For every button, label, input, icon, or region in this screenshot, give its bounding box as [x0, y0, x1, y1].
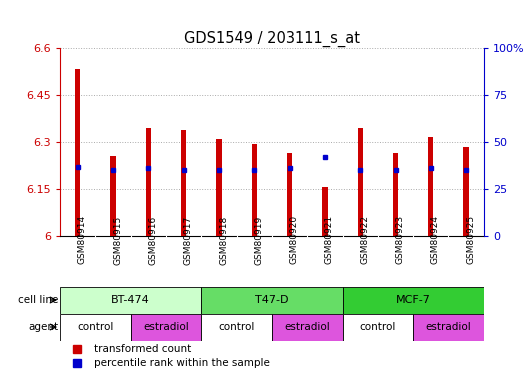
- Bar: [393, 153, 398, 236]
- Text: BT-474: BT-474: [111, 295, 150, 305]
- Bar: [272, 314, 343, 340]
- Text: GSM80915: GSM80915: [113, 215, 122, 264]
- Text: GSM80925: GSM80925: [466, 215, 475, 264]
- Text: control: control: [77, 322, 113, 332]
- Text: GSM80919: GSM80919: [254, 215, 263, 264]
- Text: MCF-7: MCF-7: [396, 295, 430, 305]
- Bar: [110, 156, 116, 236]
- Text: GSM80917: GSM80917: [184, 215, 192, 264]
- Text: GSM80916: GSM80916: [149, 215, 157, 264]
- Bar: [343, 314, 413, 340]
- Text: GSM80914: GSM80914: [78, 215, 87, 264]
- Text: GSM80921: GSM80921: [325, 215, 334, 264]
- Bar: [146, 128, 151, 236]
- Bar: [131, 314, 201, 340]
- Text: T47-D: T47-D: [255, 295, 289, 305]
- Bar: [358, 128, 363, 236]
- Text: GSM80918: GSM80918: [219, 215, 228, 264]
- Text: estradiol: estradiol: [426, 322, 471, 332]
- Bar: [322, 188, 327, 236]
- Text: cell line: cell line: [18, 295, 59, 305]
- Bar: [201, 286, 343, 314]
- Title: GDS1549 / 203111_s_at: GDS1549 / 203111_s_at: [184, 31, 360, 47]
- Text: control: control: [219, 322, 255, 332]
- Text: agent: agent: [28, 322, 59, 332]
- Text: control: control: [360, 322, 396, 332]
- Text: transformed count: transformed count: [94, 344, 191, 354]
- Bar: [252, 144, 257, 236]
- Text: GSM80922: GSM80922: [360, 215, 369, 264]
- Bar: [217, 139, 222, 236]
- Text: GSM80923: GSM80923: [395, 215, 404, 264]
- Bar: [343, 286, 484, 314]
- Bar: [60, 286, 201, 314]
- Bar: [181, 130, 186, 236]
- Bar: [428, 137, 434, 236]
- Text: estradiol: estradiol: [143, 322, 189, 332]
- Text: estradiol: estradiol: [285, 322, 330, 332]
- Bar: [75, 69, 81, 236]
- Text: GSM80920: GSM80920: [290, 215, 299, 264]
- Bar: [60, 314, 131, 340]
- Text: percentile rank within the sample: percentile rank within the sample: [94, 358, 270, 368]
- Bar: [201, 314, 272, 340]
- Bar: [413, 314, 484, 340]
- Bar: [287, 153, 292, 236]
- Text: GSM80924: GSM80924: [431, 215, 440, 264]
- Bar: [463, 147, 469, 236]
